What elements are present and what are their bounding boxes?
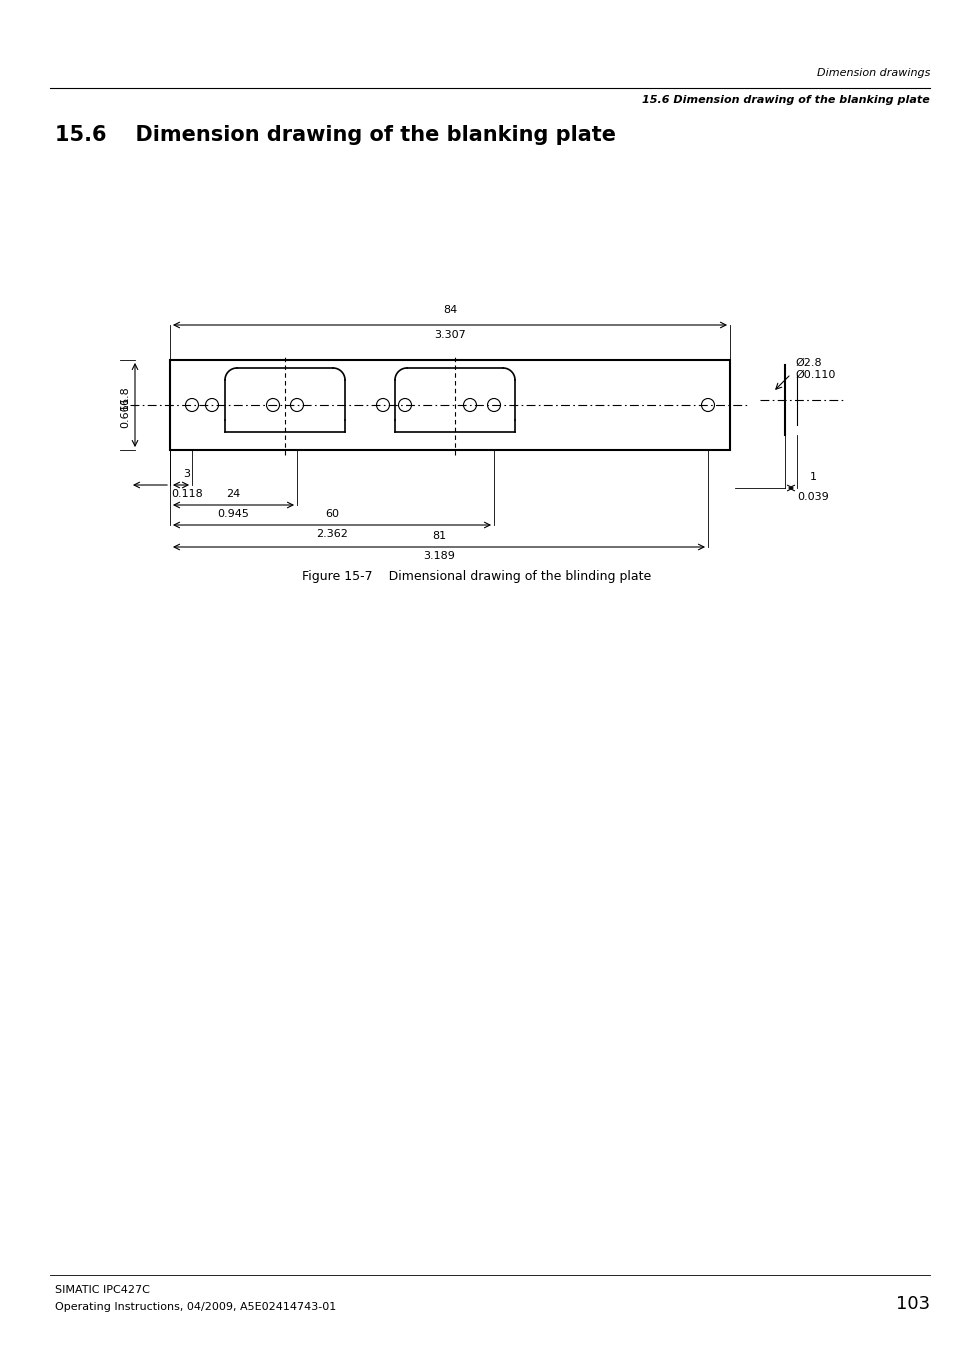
Text: 0.945: 0.945 — [217, 509, 249, 518]
Text: 15.6 Dimension drawing of the blanking plate: 15.6 Dimension drawing of the blanking p… — [641, 95, 929, 105]
Text: 3: 3 — [183, 468, 191, 479]
Text: 1: 1 — [809, 472, 816, 482]
Text: 15.6    Dimension drawing of the blanking plate: 15.6 Dimension drawing of the blanking p… — [55, 126, 616, 144]
Text: 0.118: 0.118 — [171, 489, 203, 500]
Text: 2.362: 2.362 — [315, 529, 348, 539]
Text: 60: 60 — [325, 509, 338, 518]
Bar — [170, 360, 729, 450]
Text: SIMATIC IPC427C: SIMATIC IPC427C — [55, 1285, 150, 1295]
Text: 3.189: 3.189 — [422, 551, 455, 562]
Text: 24: 24 — [226, 489, 240, 500]
Text: 16.8: 16.8 — [120, 386, 130, 410]
Text: 103: 103 — [895, 1295, 929, 1314]
Text: Figure 15-7    Dimensional drawing of the blinding plate: Figure 15-7 Dimensional drawing of the b… — [302, 570, 651, 583]
Text: 0.661: 0.661 — [120, 396, 130, 428]
Text: 0.039: 0.039 — [797, 491, 828, 502]
Text: 81: 81 — [432, 531, 446, 541]
Text: Dimension drawings: Dimension drawings — [816, 68, 929, 78]
Text: Operating Instructions, 04/2009, A5E02414743-01: Operating Instructions, 04/2009, A5E0241… — [55, 1301, 335, 1312]
Text: Ø0.110: Ø0.110 — [794, 370, 835, 379]
Text: Ø2.8: Ø2.8 — [794, 358, 821, 369]
Text: 84: 84 — [442, 305, 456, 315]
Text: 3.307: 3.307 — [434, 329, 465, 340]
